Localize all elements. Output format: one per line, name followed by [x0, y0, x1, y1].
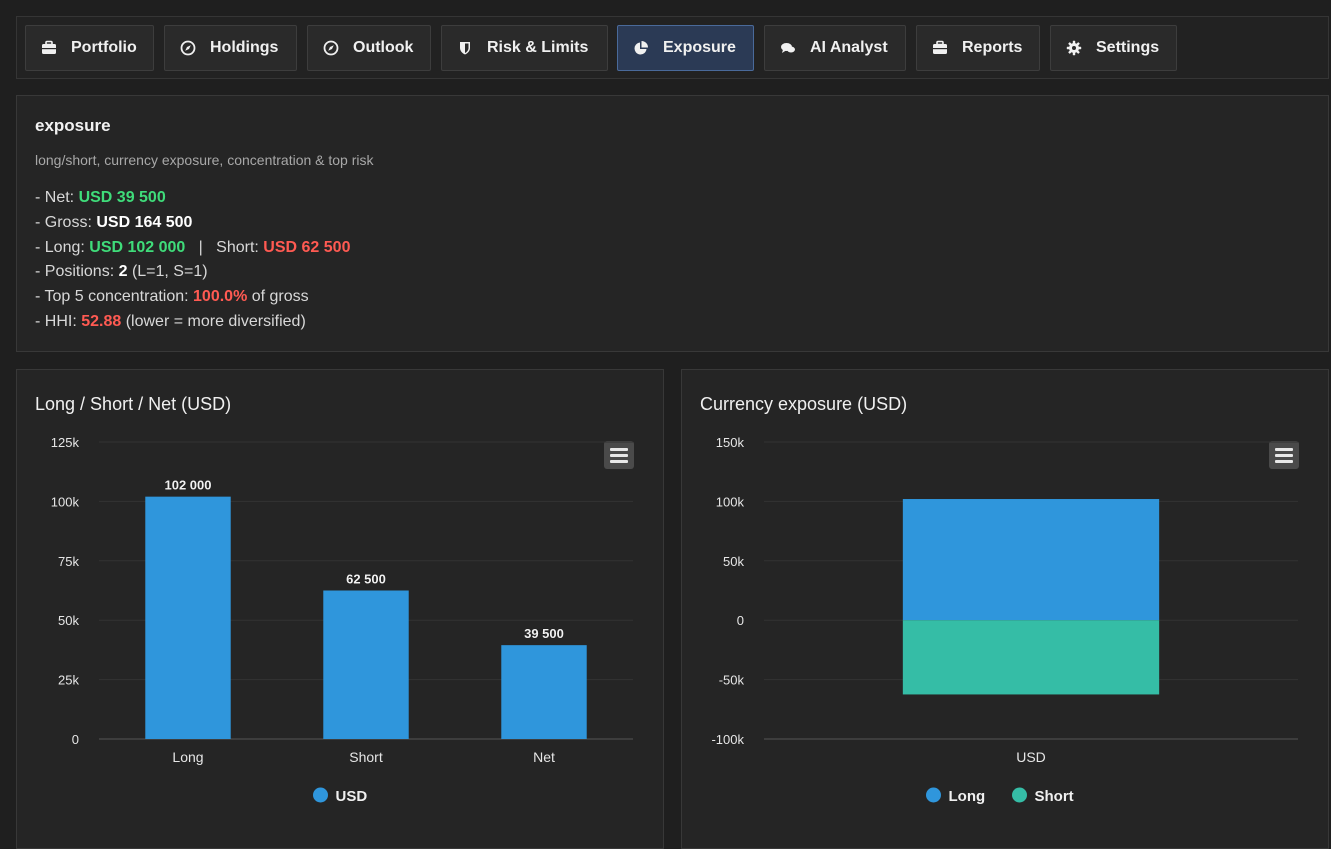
y-tick-label: 0 [737, 613, 744, 628]
legend-label-long: Long [949, 788, 986, 805]
x-tick-label: USD [1016, 749, 1046, 765]
y-tick-label: 150k [716, 435, 745, 450]
gross-line: - Gross: USD 164 500 [35, 211, 350, 236]
bar-usd [145, 496, 231, 739]
compass-icon [180, 40, 196, 56]
tab-holdings[interactable]: Holdings [164, 25, 297, 71]
tab-ai-analyst[interactable]: AI Analyst [764, 25, 906, 71]
long-short-line: - Long: USD 102 000 | Short: USD 62 500 [35, 236, 350, 261]
briefcase-icon [41, 40, 57, 56]
exposure-summary-panel: exposure long/short, currency exposure, … [16, 95, 1329, 352]
tab-settings[interactable]: Settings [1050, 25, 1177, 71]
net-label: - Net: [35, 189, 79, 206]
tab-label: Holdings [210, 39, 279, 56]
legend-label-short: Short [1035, 788, 1074, 805]
pie-chart-icon [633, 40, 649, 56]
gear-icon [1066, 40, 1082, 56]
legend-swatch-usd [313, 787, 328, 803]
positions-label: - Positions: [35, 263, 119, 281]
compass-icon [323, 40, 339, 56]
chart-menu-button[interactable] [604, 441, 634, 469]
y-tick-label: 50k [723, 554, 744, 569]
currency-exposure-chart: -100k -50k 0 50k 100k 150k USD Long Short [711, 435, 1298, 805]
long-value: USD 102 000 [89, 238, 186, 256]
currency-exposure-chart-panel: Currency exposure (USD) -100k -50k 0 50k 100… [681, 369, 1329, 849]
tab-label: Portfolio [71, 39, 137, 56]
chart-title: Long / Short / Net (USD) [35, 394, 232, 414]
gross-value: USD 164 500 [96, 213, 193, 231]
positions-detail: (L=1, S=1) [127, 263, 208, 281]
top5-value: 100.0% [193, 288, 248, 306]
y-tick-label: -50k [719, 673, 745, 688]
legend-swatch-short [1012, 787, 1027, 803]
x-tick-label: Short [349, 749, 383, 765]
bar-long [902, 499, 1160, 621]
long-short-net-chart: 0 25k 50k 75k 100k 125k Long 102 000 Short 62 500… [51, 435, 633, 805]
hhi-line: - HHI: 52.88 (lower = more diversified) [35, 310, 350, 335]
shield-icon [457, 40, 473, 56]
y-tick-label: 100k [716, 494, 745, 509]
chart-title: Currency exposure (USD) [700, 394, 908, 414]
tab-label: Risk & Limits [487, 39, 589, 56]
summary-subtitle: long/short, currency exposure, concentra… [35, 152, 374, 168]
y-tick-label: 75k [58, 554, 79, 569]
tab-label: Reports [962, 39, 1023, 56]
tab-label: Settings [1096, 39, 1160, 56]
y-tick-label: 25k [58, 673, 79, 688]
x-tick-label: Long [172, 749, 203, 765]
positions-line: - Positions: 2 (L=1, S=1) [35, 260, 350, 285]
briefcase-icon [932, 40, 948, 56]
bar-short [902, 620, 1160, 695]
top5-line: - Top 5 concentration: 100.0% of gross [35, 285, 350, 310]
net-value: USD 39 500 [78, 189, 166, 206]
top5-label: - Top 5 concentration: [35, 288, 194, 306]
y-tick-label: 0 [72, 732, 79, 747]
gross-label: - Gross: [35, 213, 97, 231]
tab-label: Exposure [663, 39, 736, 56]
tab-bar: Portfolio Holdings Outlook Risk & Limits… [16, 16, 1329, 79]
hhi-label: - HHI: [35, 312, 82, 330]
legend-swatch-long [926, 787, 941, 803]
data-label: 39 500 [524, 626, 564, 641]
long-label: - Long: [35, 238, 90, 256]
bar-usd [501, 645, 587, 739]
y-tick-label: 100k [51, 494, 80, 509]
tab-reports[interactable]: Reports [916, 25, 1040, 71]
top5-suffix: of gross [247, 288, 309, 306]
y-tick-label: -100k [711, 732, 744, 747]
summary-title: exposure [35, 116, 111, 135]
chat-icon [780, 40, 796, 56]
long-short-net-chart-panel: Long / Short / Net (USD) 0 25k 50k 75k 100k 1… [16, 369, 664, 849]
hhi-value: 52.88 [81, 312, 122, 330]
data-label: 62 500 [346, 572, 386, 587]
positions-value: 2 [118, 263, 128, 281]
short-label: | Short: [185, 238, 264, 256]
legend-label-usd: USD [336, 788, 368, 805]
tab-risk-limits[interactable]: Risk & Limits [441, 25, 608, 71]
bar-usd [323, 590, 409, 739]
short-value: USD 62 500 [263, 238, 351, 256]
x-tick-label: Net [533, 749, 555, 765]
hhi-note: (lower = more diversified) [121, 312, 306, 330]
summary-metrics: - Net: USD 39 500 - Gross: USD 164 500 -… [35, 186, 350, 335]
tab-label: Outlook [353, 39, 414, 56]
y-tick-label: 50k [58, 613, 79, 628]
y-tick-label: 125k [51, 435, 80, 450]
tab-outlook[interactable]: Outlook [307, 25, 431, 71]
tab-label: AI Analyst [810, 39, 888, 56]
tab-portfolio[interactable]: Portfolio [25, 25, 154, 71]
tab-exposure[interactable]: Exposure [617, 25, 754, 71]
net-line: - Net: USD 39 500 [35, 186, 350, 211]
data-label: 102 000 [165, 478, 212, 493]
chart-menu-button[interactable] [1269, 441, 1299, 469]
